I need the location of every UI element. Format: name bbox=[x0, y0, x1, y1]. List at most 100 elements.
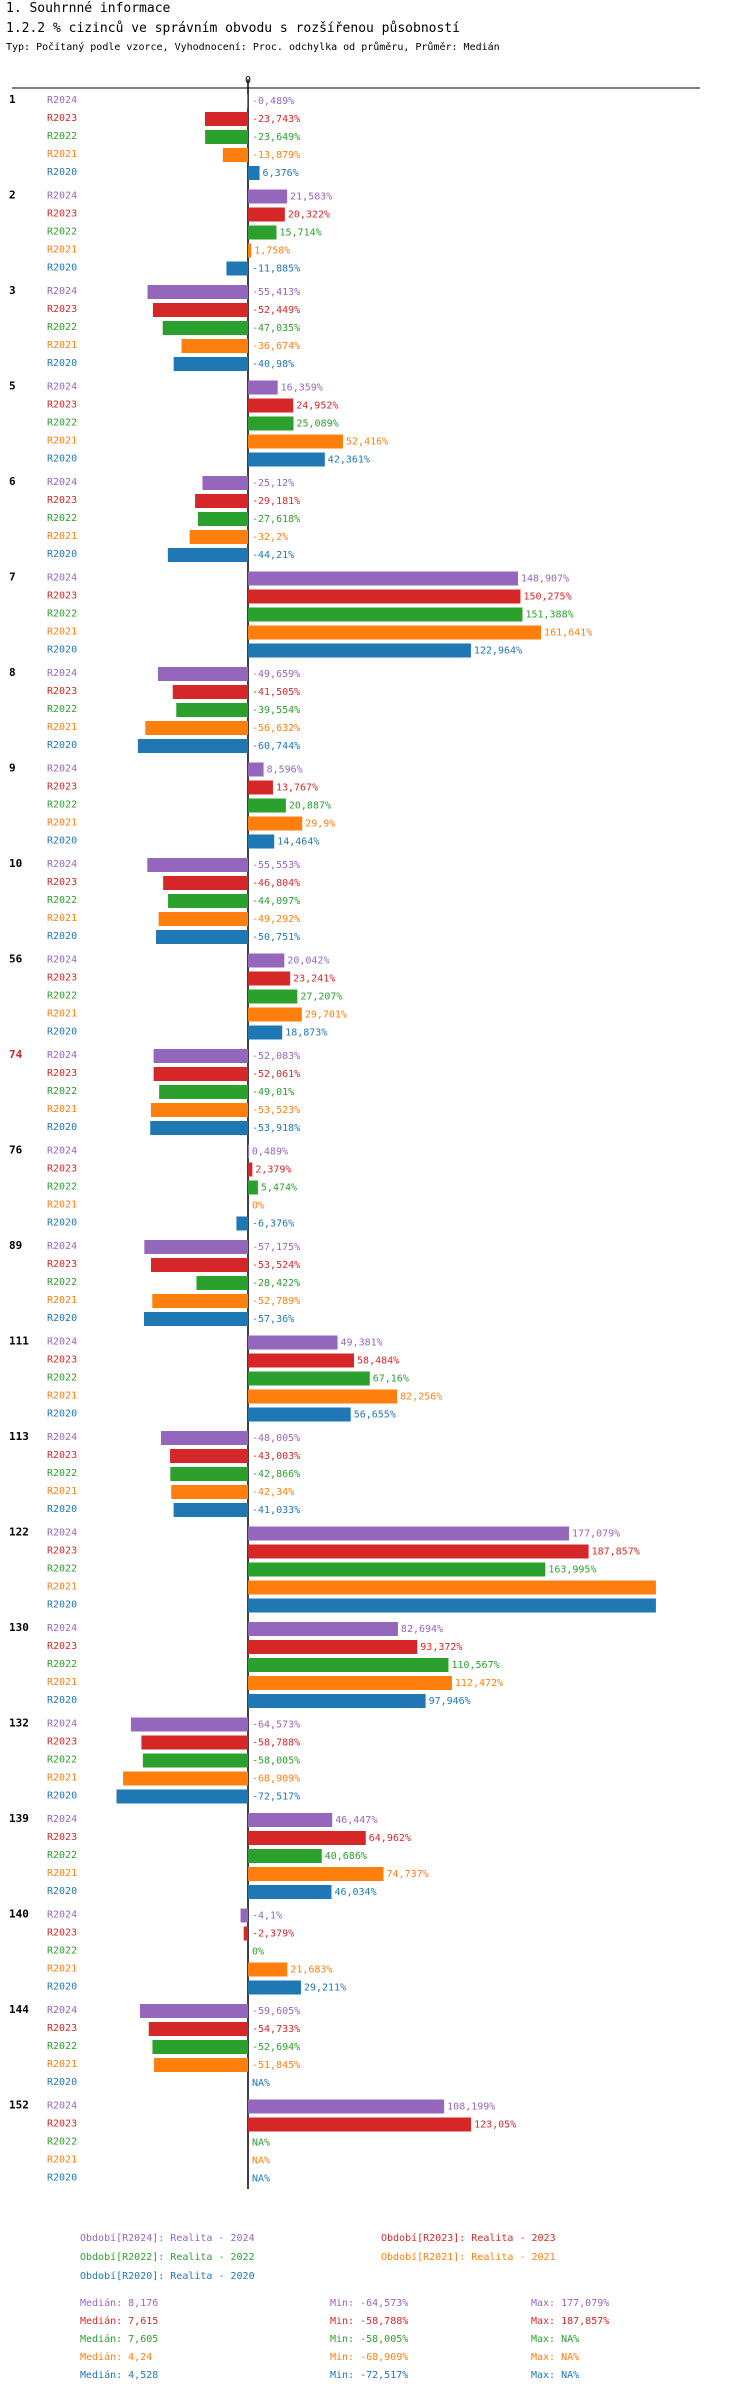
series-label: R2021 bbox=[47, 149, 77, 160]
bar bbox=[243, 1926, 248, 1941]
bar bbox=[159, 1085, 248, 1099]
bar bbox=[141, 1735, 248, 1750]
series-label: R2022 bbox=[47, 131, 77, 142]
data-label: 49,381% bbox=[341, 1338, 383, 1349]
group-label: 76 bbox=[9, 1144, 23, 1157]
stat-min: Min: -58,005% bbox=[330, 2334, 409, 2345]
bar bbox=[163, 876, 248, 890]
data-label: -47,035% bbox=[252, 323, 300, 334]
series-label: R2022 bbox=[47, 991, 77, 1002]
data-label: 29,701% bbox=[305, 1010, 347, 1021]
series-label: R2020 bbox=[47, 549, 77, 560]
series-label: R2024 bbox=[47, 1814, 77, 1825]
series-label: R2023 bbox=[47, 495, 77, 506]
series-label: R2024 bbox=[47, 1146, 77, 1157]
group-label: 140 bbox=[9, 1908, 29, 1921]
data-label: -40,98% bbox=[252, 359, 294, 370]
data-label: NA% bbox=[252, 2174, 270, 2185]
data-label: -43,003% bbox=[252, 1451, 300, 1462]
data-label: 46,447% bbox=[335, 1815, 377, 1826]
series-label: R2020 bbox=[47, 836, 77, 847]
group-label: 139 bbox=[9, 1812, 29, 1825]
series-label: R2022 bbox=[47, 1373, 77, 1384]
series-label: R2021 bbox=[47, 1009, 77, 1020]
bar bbox=[167, 548, 248, 562]
bar bbox=[248, 398, 294, 413]
bar bbox=[248, 1622, 398, 1636]
data-label: -44,097% bbox=[252, 896, 300, 907]
bar bbox=[152, 303, 248, 317]
data-label: 25,089% bbox=[296, 419, 338, 430]
group-label: 7 bbox=[9, 571, 16, 584]
stat-min: Min: -64,573% bbox=[330, 2298, 409, 2309]
bar bbox=[147, 858, 248, 872]
series-label: R2024 bbox=[47, 955, 77, 966]
bar bbox=[153, 1067, 248, 1081]
stat-median: Medián: 8,176 bbox=[80, 2298, 159, 2309]
series-label: R2024 bbox=[47, 191, 77, 202]
data-label: 18,873% bbox=[285, 1028, 327, 1039]
bar bbox=[248, 416, 294, 431]
bar bbox=[248, 1962, 288, 1977]
data-label: 67,16% bbox=[373, 1374, 409, 1385]
series-label: R2020 bbox=[47, 167, 77, 178]
bar bbox=[240, 1908, 248, 1923]
bar bbox=[170, 1449, 248, 1463]
data-label: 187,857% bbox=[592, 1547, 640, 1558]
series-label: R2022 bbox=[47, 1277, 77, 1288]
data-label: 110,567% bbox=[451, 1660, 499, 1671]
legend-item: Období[R2024]: Realita - 2024 bbox=[80, 2233, 255, 2244]
stat-median: Medián: 7,605 bbox=[80, 2334, 159, 2345]
data-label: 24,952% bbox=[296, 401, 338, 412]
series-label: R2022 bbox=[47, 418, 77, 429]
bar bbox=[172, 685, 248, 699]
bar bbox=[152, 2040, 248, 2054]
group-label: 74 bbox=[9, 1048, 23, 1061]
stat-max: Max: 177,079% bbox=[531, 2298, 610, 2309]
bar bbox=[152, 1294, 248, 1308]
series-label: R2022 bbox=[47, 513, 77, 524]
bar bbox=[173, 1503, 248, 1517]
series-label: R2024 bbox=[47, 573, 77, 584]
data-label: -56,632% bbox=[252, 723, 300, 734]
bar bbox=[130, 1717, 248, 1732]
series-label: R2022 bbox=[47, 1659, 77, 1670]
series-label: R2020 bbox=[47, 645, 77, 656]
data-label: 150,275% bbox=[523, 592, 571, 603]
bar bbox=[205, 130, 248, 144]
series-label: R2022 bbox=[47, 1755, 77, 1766]
series-label: R2020 bbox=[47, 1886, 77, 1897]
bar bbox=[144, 1312, 248, 1326]
data-label: -41,505% bbox=[252, 687, 300, 698]
series-label: R2021 bbox=[47, 2059, 77, 2070]
series-label: R2023 bbox=[47, 113, 77, 124]
series-label: R2023 bbox=[47, 209, 77, 220]
bar bbox=[154, 2058, 248, 2072]
bar bbox=[158, 912, 248, 926]
data-label: 163,995% bbox=[548, 1565, 596, 1576]
data-label: 177,079% bbox=[572, 1529, 620, 1540]
stat-min: Min: -58,788% bbox=[330, 2316, 409, 2327]
data-label: -41,033% bbox=[252, 1505, 300, 1516]
bar bbox=[248, 1526, 570, 1541]
data-label: -13,879% bbox=[252, 150, 300, 161]
bar bbox=[195, 494, 248, 508]
group-label: 89 bbox=[9, 1239, 22, 1252]
series-label: R2024 bbox=[47, 1050, 77, 1061]
series-label: R2021 bbox=[47, 245, 77, 256]
series-label: R2020 bbox=[47, 1695, 77, 1706]
data-label: -52,449% bbox=[252, 305, 300, 316]
bar bbox=[248, 607, 523, 622]
data-label: 58,484% bbox=[357, 1356, 399, 1367]
series-label: R2023 bbox=[47, 1450, 77, 1461]
series-label: R2023 bbox=[47, 1068, 77, 1079]
bar bbox=[248, 1867, 384, 1881]
data-label: -6,376% bbox=[252, 1219, 294, 1230]
data-label: 15,714% bbox=[279, 228, 321, 239]
data-label: 20,887% bbox=[289, 801, 331, 812]
data-label: -2,379% bbox=[252, 1929, 294, 1940]
data-label: 112,472% bbox=[455, 1678, 503, 1689]
data-label: -60,744% bbox=[252, 741, 300, 752]
bar bbox=[248, 166, 260, 180]
series-label: R2024 bbox=[47, 2005, 77, 2016]
